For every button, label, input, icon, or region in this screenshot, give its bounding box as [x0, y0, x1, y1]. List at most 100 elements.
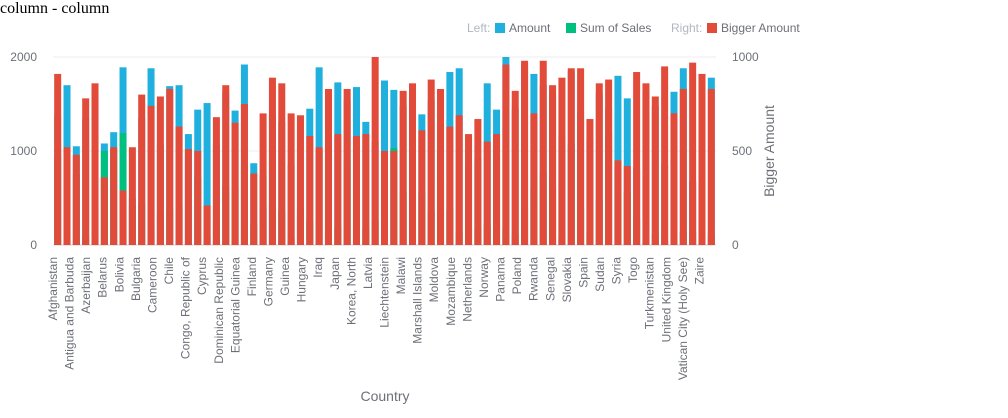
x-tick-label: Japan [328, 257, 342, 290]
bigger-amount-bar [334, 134, 342, 245]
bigger-amount-bar [119, 190, 127, 245]
bigger-amount-bar [567, 68, 575, 245]
bigger-amount-bar [250, 173, 258, 245]
x-tick-label: Marshall Islands [411, 257, 425, 344]
legend-sum-of-sales-label[interactable]: Sum of Sales [580, 21, 651, 35]
bigger-amount-bar [287, 113, 295, 246]
amount-bar [203, 103, 211, 245]
bigger-amount-bar [184, 149, 192, 245]
x-tick-label: Netherlands [460, 257, 474, 322]
legend-sum-of-sales-swatch [566, 23, 576, 33]
legend-bigger-amount-label[interactable]: Bigger Amount [721, 21, 800, 35]
right-y-tick-label: 1000 [732, 50, 759, 64]
y-tick-labels: 0 1000 2000 0 500 1000 [10, 50, 759, 252]
bigger-amount-bar [352, 135, 360, 245]
x-tick-labels: Afghanistan Antigua and Barbuda Azerbaijan… [46, 256, 706, 380]
legend-amount-label[interactable]: Amount [509, 21, 551, 35]
legend-left-group-label: Left: [467, 21, 490, 35]
bigger-amount-bar [409, 83, 417, 245]
bigger-amount-bar [203, 205, 211, 245]
x-tick-label: Equatorial Guinea [228, 257, 242, 353]
bigger-amount-bar [296, 115, 304, 245]
bigger-amount-bar [63, 147, 71, 245]
legend: Left: Amount Sum of Sales Right: Bigger … [467, 21, 800, 35]
bigger-amount-bar [343, 88, 351, 246]
bigger-amount-bar [437, 88, 445, 246]
bigger-amount-bar [679, 88, 687, 246]
bigger-amount-bar [128, 147, 136, 245]
bigger-amount-bar [465, 134, 473, 245]
right-y-tick-label: 0 [732, 238, 739, 252]
x-tick-label: Poland [510, 257, 524, 294]
x-tick-label: Mozambique [444, 257, 458, 326]
x-tick-label: Finland [245, 257, 259, 296]
bigger-amount-bar [315, 147, 323, 245]
x-tick-label: Senegal [543, 257, 557, 301]
x-tick-label: Sudan [593, 257, 607, 292]
bigger-amount-bar [689, 62, 697, 245]
bigger-amount-bar [530, 113, 538, 246]
bigger-amount-bar [521, 60, 529, 246]
x-tick-label: Moldova [427, 257, 441, 303]
legend-right-group-label: Right: [671, 21, 702, 35]
x-tick-label: Dominican Republic [212, 257, 226, 364]
bigger-amount-bar [362, 134, 370, 245]
bigger-amount-bar [651, 96, 659, 245]
bigger-amount-bar [427, 79, 435, 245]
bigger-amount-bar [222, 85, 230, 245]
bigger-amount-bar [54, 73, 62, 245]
x-tick-label: Cyprus [195, 257, 209, 295]
bigger-amount-bar [418, 130, 426, 245]
left-y-tick-label: 1000 [10, 144, 37, 158]
bigger-amount-bar [493, 134, 501, 245]
x-tick-label: Liechtenstein [378, 257, 392, 328]
bigger-amount-bar [558, 77, 566, 246]
x-tick-label: Bulgaria [129, 257, 143, 301]
bigger-amount-bar [82, 98, 90, 245]
sum-of-sales-bar [119, 133, 127, 245]
bigger-amount-bar [324, 88, 332, 246]
x-tick-label: Latvia [361, 257, 375, 289]
x-tick-label: Antigua and Barbuda [63, 257, 77, 370]
x-tick-label: Guinea [278, 257, 292, 296]
bigger-amount-bar [446, 126, 454, 245]
bigger-amount-bar [661, 66, 669, 246]
x-tick-label: Vatican City (Holy See) [676, 257, 690, 380]
bigger-amount-bar [605, 79, 613, 245]
x-tick-label: Iraq [311, 257, 325, 278]
bigger-amount-bar [511, 90, 519, 245]
bigger-amount-bar [91, 83, 99, 245]
x-tick-label: Afghanistan [46, 257, 60, 320]
bigger-amount-bar [577, 68, 585, 245]
x-tick-label: Belarus [96, 257, 110, 298]
x-tick-label: Cameroon [145, 257, 159, 313]
right-y-axis-title: Bigger Amount [761, 105, 777, 197]
legend-bigger-amount-swatch [707, 23, 717, 33]
x-tick-label: Congo, Republic of [179, 256, 193, 359]
x-tick-label: Turkmenistan [643, 257, 657, 329]
bigger-amount-bar [399, 90, 407, 245]
bigger-amount-bar [483, 141, 491, 245]
x-tick-label: Spain [576, 257, 590, 288]
bigger-amount-bar [259, 113, 267, 246]
x-tick-label: Korea, North [344, 257, 358, 325]
bigger-amount-bar [278, 83, 286, 245]
bigger-amount-bar [549, 85, 557, 245]
bigger-amount-bar [586, 119, 594, 245]
x-tick-label: Germany [261, 257, 275, 306]
x-tick-label: Syria [610, 257, 624, 285]
bigger-amount-bar [474, 119, 482, 245]
bigger-amount-bar [707, 88, 715, 246]
bigger-amount-bar [138, 94, 146, 245]
bigger-amount-bar [455, 115, 463, 245]
x-tick-label: Togo [626, 257, 640, 283]
bigger-amount-bar [194, 151, 202, 245]
x-tick-label: Chile [162, 257, 176, 285]
bigger-amount-bar [539, 60, 547, 246]
bigger-amount-bar [371, 57, 379, 245]
bigger-amount-bar [268, 77, 276, 246]
legend-amount-swatch [495, 23, 505, 33]
x-tick-label: Panama [494, 257, 508, 302]
bigger-amount-bar [633, 72, 641, 245]
